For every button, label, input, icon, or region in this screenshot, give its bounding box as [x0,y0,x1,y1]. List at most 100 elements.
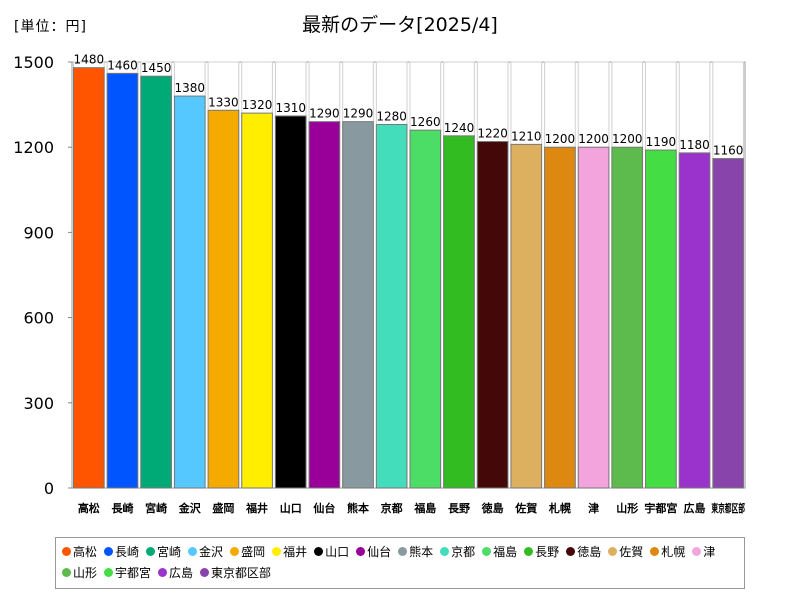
bar-value-label: 1290 [309,107,340,121]
legend-swatch [608,547,618,556]
legend-item: 札幌 [650,541,685,562]
legend-item: 長野 [524,541,559,562]
bar-value-label: 1380 [175,81,206,95]
legend-label: 熊本 [409,545,434,559]
bar [712,158,744,489]
legend-swatch [440,547,450,556]
legend-label: 津 [703,545,716,559]
legend-item: 佐賀 [608,541,643,562]
x-tick-label: 京都 [381,501,403,515]
legend-item: 広島 [158,562,193,583]
legend-item: 東京都区部 [200,562,271,583]
bar-value-label: 1310 [275,101,306,115]
legend-label: 宇都宮 [115,566,152,580]
bar [443,135,475,489]
legend-swatch [692,547,702,556]
bar-value-label: 1180 [679,138,710,152]
legend-label: 京都 [451,545,476,559]
bar-value-label: 1220 [477,127,508,141]
bar-value-label: 1210 [511,129,542,143]
x-tick-label: 高松 [78,501,100,515]
bar-value-label: 1240 [444,121,475,135]
legend-label: 盛岡 [241,545,266,559]
bar [678,152,711,489]
legend-label: 福島 [493,545,518,559]
bar [140,75,172,489]
legend-swatch [398,547,408,556]
legend-item: 徳島 [566,541,601,562]
legend-item: 宮崎 [146,541,181,562]
bar [611,146,644,489]
x-tick-label: 宮崎 [145,501,167,515]
bar [173,95,206,489]
legend-swatch [566,547,576,556]
x-tick-label: 徳島 [481,501,504,515]
y-tick-label: 1500 [13,53,54,72]
y-tick-label: 1200 [13,138,54,157]
x-tick-label: 宇都宮 [644,501,677,515]
legend-item: 津 [692,541,715,562]
y-tick-label: 300 [23,394,54,413]
x-tick-label: 熊本 [347,501,369,515]
legend-swatch [650,547,660,556]
chart-legend: 高松 長崎 宮崎 金沢 盛岡 福井 山口 仙台 熊本 京都 福島 長野 徳島 佐賀 札幌 津山形 宇都宮 広島 東京… [55,537,745,589]
x-tick-label: 長野 [448,502,470,515]
bar [342,121,374,489]
legend-swatch [62,547,71,556]
bar-value-label: 1290 [343,107,374,121]
bar-value-label: 1260 [410,115,441,129]
bar-value-label: 1190 [646,135,677,149]
legend-item: 京都 [440,541,475,562]
legend-label: 広島 [169,566,194,580]
x-tick-label: 広島 [684,501,706,515]
legend-label: 佐賀 [619,545,644,559]
x-tick-label: 仙台 [313,501,335,515]
bar-value-label: 1460 [107,58,138,72]
unit-label: [単位：円] [14,19,87,35]
legend-item: 山形 [62,562,97,583]
bar-value-label: 1320 [242,98,273,112]
bar [476,141,509,489]
x-tick-label: 長崎 [111,501,133,515]
legend-label: 山口 [325,545,350,559]
bar-value-label: 1200 [612,132,643,146]
y-tick-label: 0 [44,479,54,498]
legend-label: 仙台 [367,545,392,559]
legend-label: 高松 [73,545,98,559]
bar [241,112,273,489]
plot-area [71,61,746,489]
bar [510,143,543,489]
legend-swatch [158,568,168,577]
legend-swatch [524,547,534,556]
x-tick-label: 盛岡 [212,501,234,515]
legend-item: 福島 [482,541,517,562]
legend-label: 長崎 [115,545,140,559]
x-tick-label: 札幌 [548,501,571,515]
bar-value-label: 1200 [578,132,609,146]
bar-value-label: 1480 [74,53,105,67]
x-tick-label: 津 [588,501,599,515]
legend-item: 宇都宮 [104,562,151,583]
legend-swatch [482,547,492,556]
legend-label: 徳島 [577,545,602,559]
x-tick-label: 福井 [245,501,268,515]
x-tick-label: 山形 [616,501,638,515]
legend-label: 東京都区部 [211,566,272,580]
bar [106,72,139,489]
bar-value-label: 1280 [376,109,407,123]
bar [577,146,610,489]
bar [73,67,105,489]
legend-swatch [104,547,114,556]
bar [274,115,307,489]
bar [409,129,442,489]
legend-item: 仙台 [356,541,391,562]
legend-item: 金沢 [188,541,223,562]
bar [308,121,341,489]
bar [207,109,240,489]
legend-label: 宮崎 [157,545,182,559]
legend-label: 札幌 [661,545,686,559]
legend-label: 金沢 [199,545,224,559]
x-tick-label: 福島 [413,501,436,515]
legend-swatch [146,547,156,556]
legend-swatch [62,568,71,577]
